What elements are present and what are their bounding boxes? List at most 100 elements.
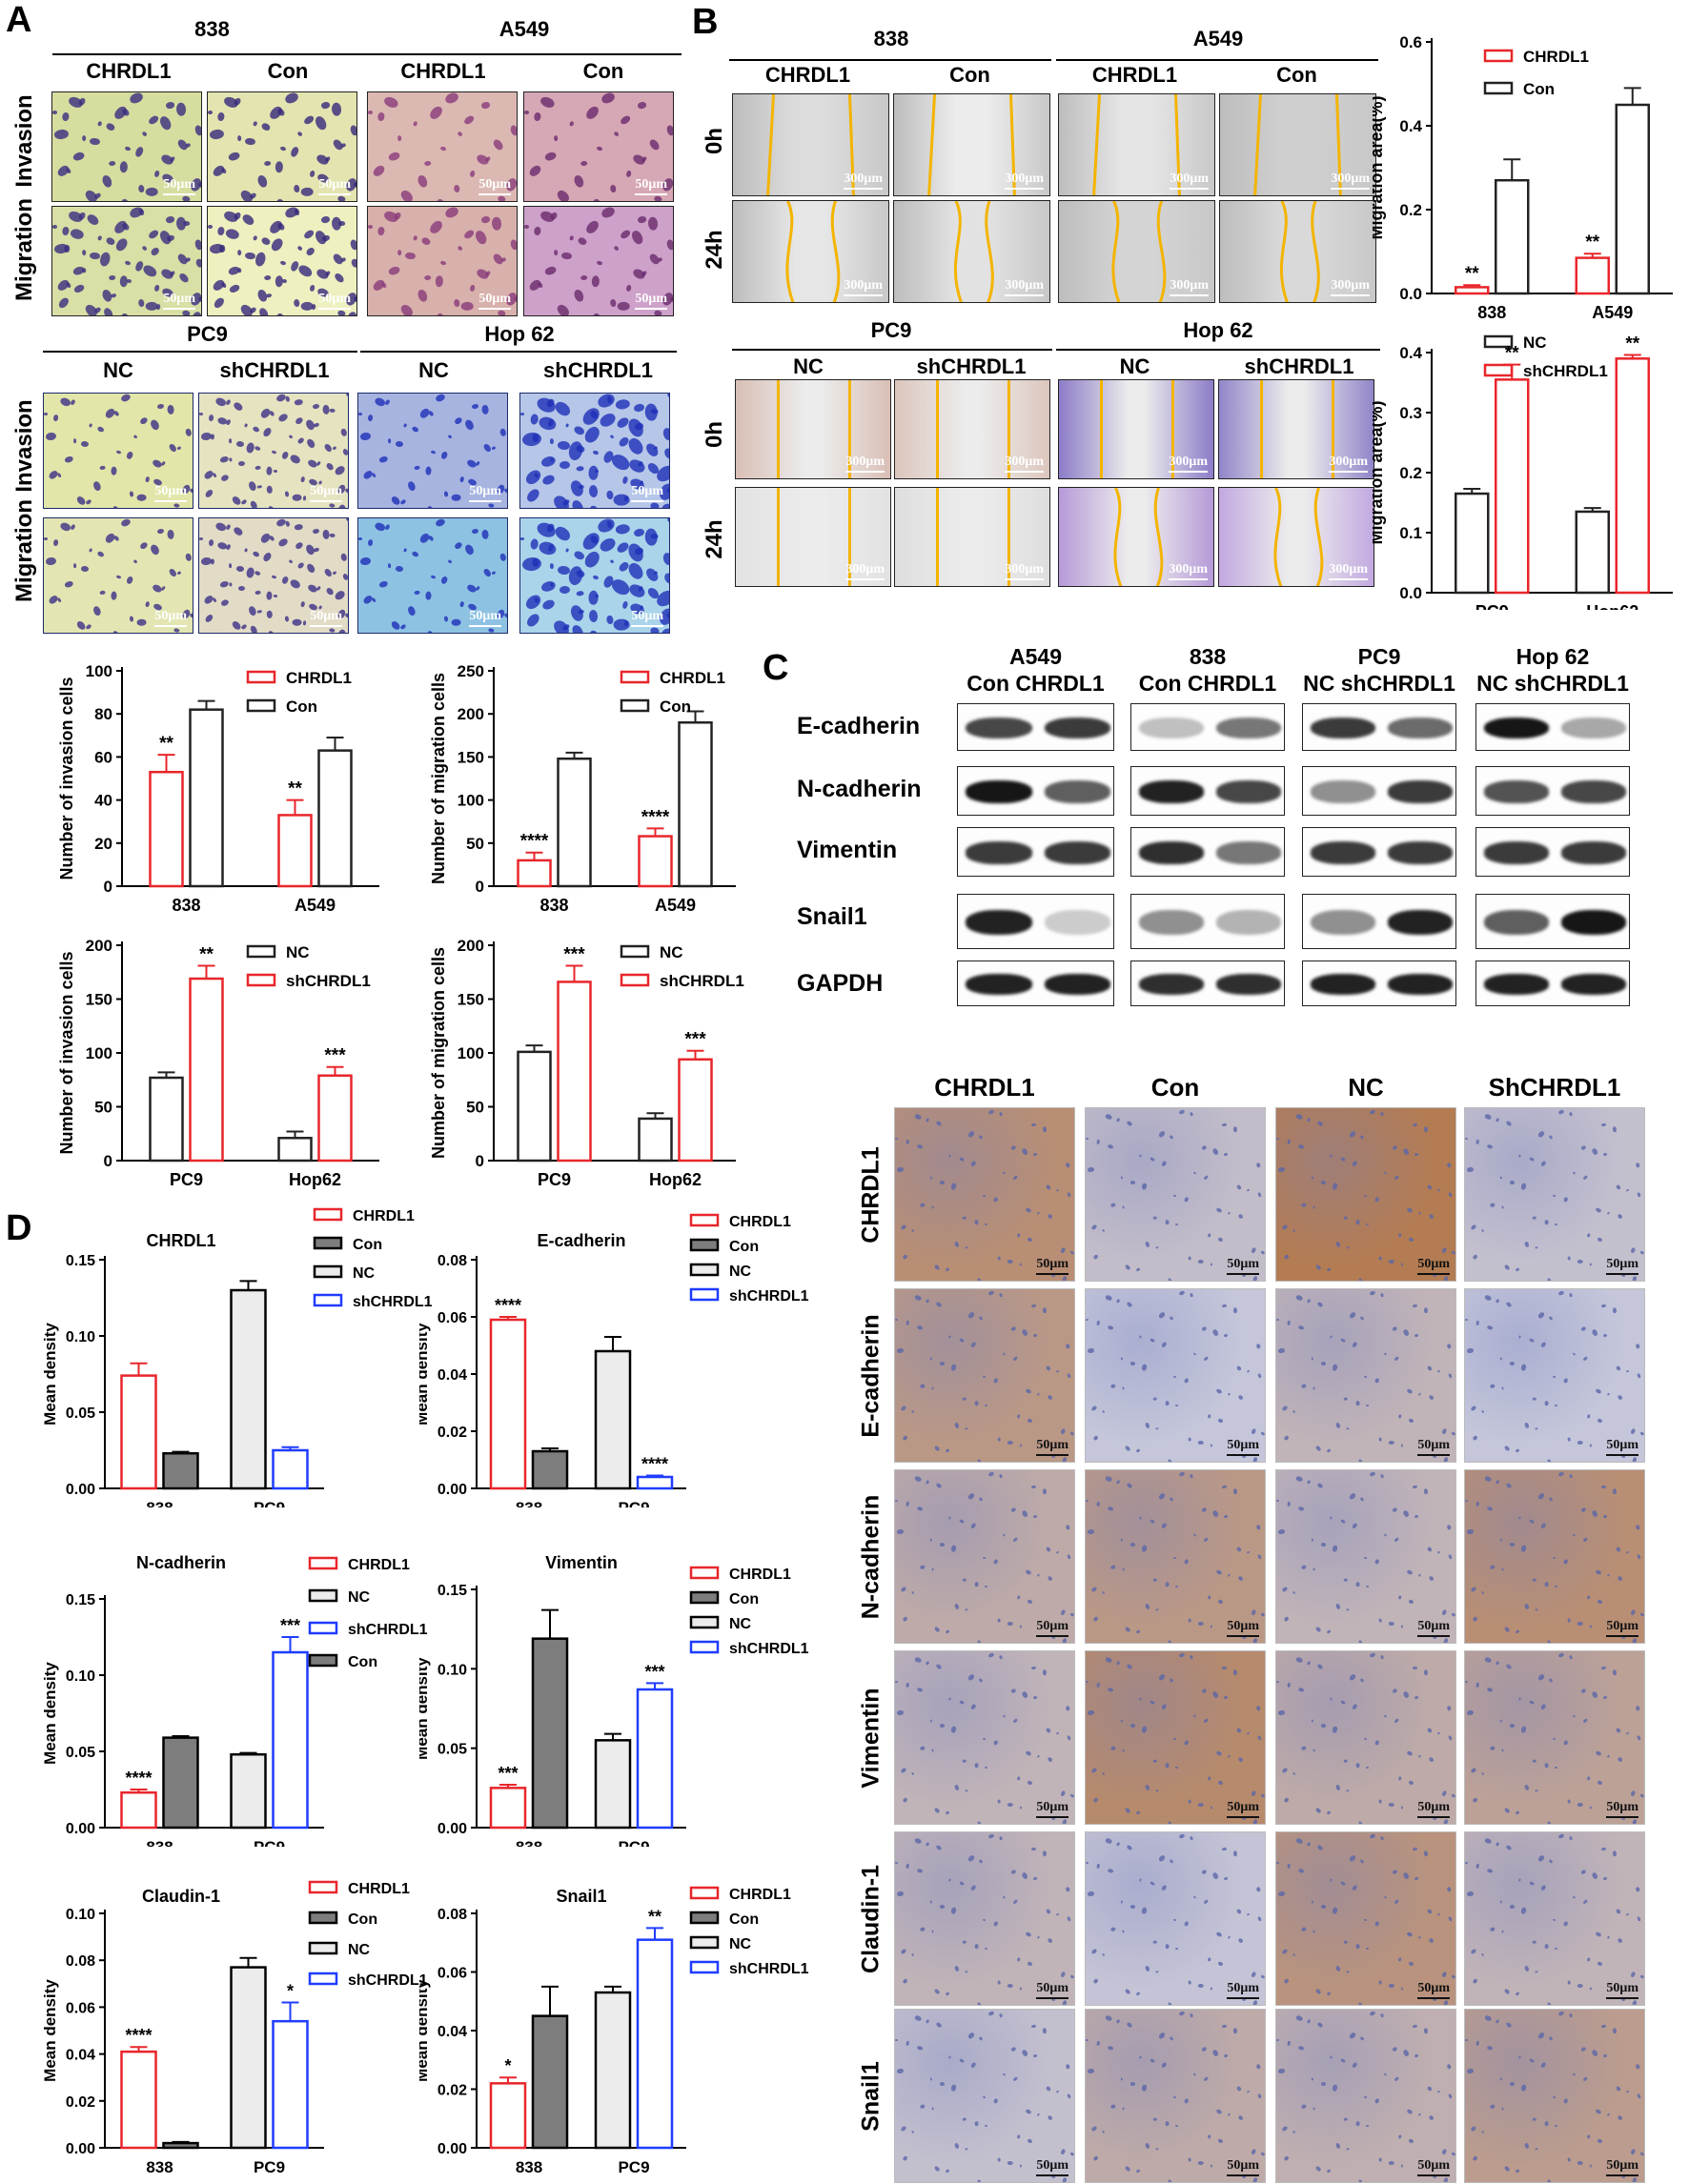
bar [636, 1688, 674, 1830]
scale-bar-line [1606, 1273, 1638, 1275]
y-axis-label: Mean density [41, 1662, 59, 1765]
cell-spot [1436, 1550, 1441, 1554]
cell-spot [148, 113, 161, 126]
cell-spot [473, 229, 489, 247]
protein-band [1311, 780, 1376, 803]
cell-spot [564, 423, 569, 429]
scale-bar: 300μm [1331, 278, 1370, 296]
ihc-row-label: Vimentin [857, 1687, 885, 1789]
blot-strip [1475, 827, 1630, 877]
cell-spot [1165, 1943, 1170, 1950]
cell-spot [910, 1951, 915, 1956]
cell-spot [1365, 1948, 1370, 1951]
cell-spot [1535, 2147, 1538, 2151]
scale-bar: 300μm [1005, 172, 1044, 190]
cell-spot [213, 295, 226, 310]
cell-spot [618, 302, 631, 312]
cell-spot [1440, 1427, 1448, 1435]
ihc-image: 50μm [1464, 1288, 1645, 1463]
cell-spot [1358, 2001, 1364, 2005]
cell-spot [577, 465, 585, 472]
legend-label: Con [1523, 80, 1555, 98]
bar [638, 835, 673, 888]
cell-spot [1577, 2161, 1584, 2166]
bar [557, 981, 592, 1163]
cell-spot [982, 1375, 987, 1379]
scale-bar: 50μm [1606, 1438, 1638, 1456]
cell-spot [1010, 1507, 1017, 1513]
cell-spot [1019, 1987, 1022, 1991]
cell-spot [1045, 1728, 1051, 1734]
cell-spot [1529, 2058, 1535, 2064]
scale-bar-label: 300μm [1170, 278, 1209, 293]
cell-spot [359, 556, 372, 566]
cell-spot [1480, 2129, 1485, 2133]
scale-bar: 50μm [1227, 1257, 1259, 1275]
cell-spot [1600, 1304, 1606, 1308]
cell-spot [1153, 1940, 1158, 1944]
cell-spot [1178, 1289, 1186, 1297]
cell-spot [1472, 1796, 1478, 1803]
cell-spot [935, 1483, 943, 1489]
cell-spot [1340, 1881, 1346, 1887]
cell-spot [1489, 1745, 1496, 1751]
cell-spot [621, 599, 629, 609]
cell-spot [963, 1940, 967, 1944]
scale-bar-label: 300μm [1331, 278, 1370, 293]
protein-band [1388, 909, 1454, 936]
cell-spot [1392, 1325, 1398, 1332]
cell-spot [503, 487, 507, 494]
cell-spot [1235, 2086, 1242, 2093]
cell-spot [999, 1293, 1003, 1298]
cell-spot [156, 528, 165, 535]
cell-spot [1019, 1444, 1022, 1447]
ihc-image: 50μm [1275, 1831, 1456, 2006]
cell-spot [1383, 1714, 1388, 1718]
cell-spot [1129, 1542, 1136, 1547]
scale-bar: 50μm [1606, 1619, 1638, 1637]
cell-spot [1257, 1915, 1263, 1922]
cell-spot [1503, 1445, 1512, 1452]
cell-spot [491, 216, 502, 231]
cell-spot [1417, 1753, 1422, 1758]
cell-spot [1537, 2032, 1546, 2040]
cell-spot [236, 249, 241, 255]
cell-spot [1486, 1143, 1494, 1150]
cell-spot [967, 1130, 976, 1139]
cell-spot [1047, 1937, 1053, 1944]
cell-spot [1174, 1767, 1179, 1769]
cell-spot [1297, 1325, 1305, 1331]
scale-bar-line [1329, 578, 1368, 580]
cell-spot [1203, 2075, 1210, 2081]
cell-spot [359, 432, 372, 441]
cell-spot [1524, 1241, 1530, 1248]
cell-spot [1617, 1394, 1623, 1401]
cell-spot [609, 184, 617, 193]
cell-spot [1554, 2125, 1558, 2128]
cell-spot [1335, 1603, 1341, 1610]
cell-spot [1451, 1250, 1455, 1255]
cell-spot [1509, 1180, 1516, 1184]
chart-title: N-cadherin [136, 1553, 226, 1572]
cell-spot [1276, 1861, 1279, 1864]
bar [162, 2141, 199, 2150]
cell-spot [1440, 1790, 1448, 1797]
cell-spot [1227, 2112, 1231, 2116]
row-24h: 24h [702, 519, 727, 559]
cell-spot [1548, 2035, 1554, 2041]
cell-spot [1505, 1483, 1513, 1489]
cell-spot [1316, 1121, 1324, 1127]
cell-spot [553, 134, 558, 141]
cell-spot [1287, 1502, 1292, 1507]
cell-spot [324, 587, 335, 597]
cell-spot [208, 111, 213, 114]
cell-spot [906, 1502, 910, 1507]
cell-spot [283, 92, 300, 106]
cell-spot [1606, 2112, 1611, 2116]
cell-spot [1563, 2097, 1569, 2104]
cell-spot [1172, 1556, 1177, 1560]
cell-spot [1055, 1550, 1060, 1554]
cell-spot [1612, 2027, 1618, 2034]
cell-spot [900, 1223, 907, 1231]
cell-spot [1201, 1869, 1208, 1875]
